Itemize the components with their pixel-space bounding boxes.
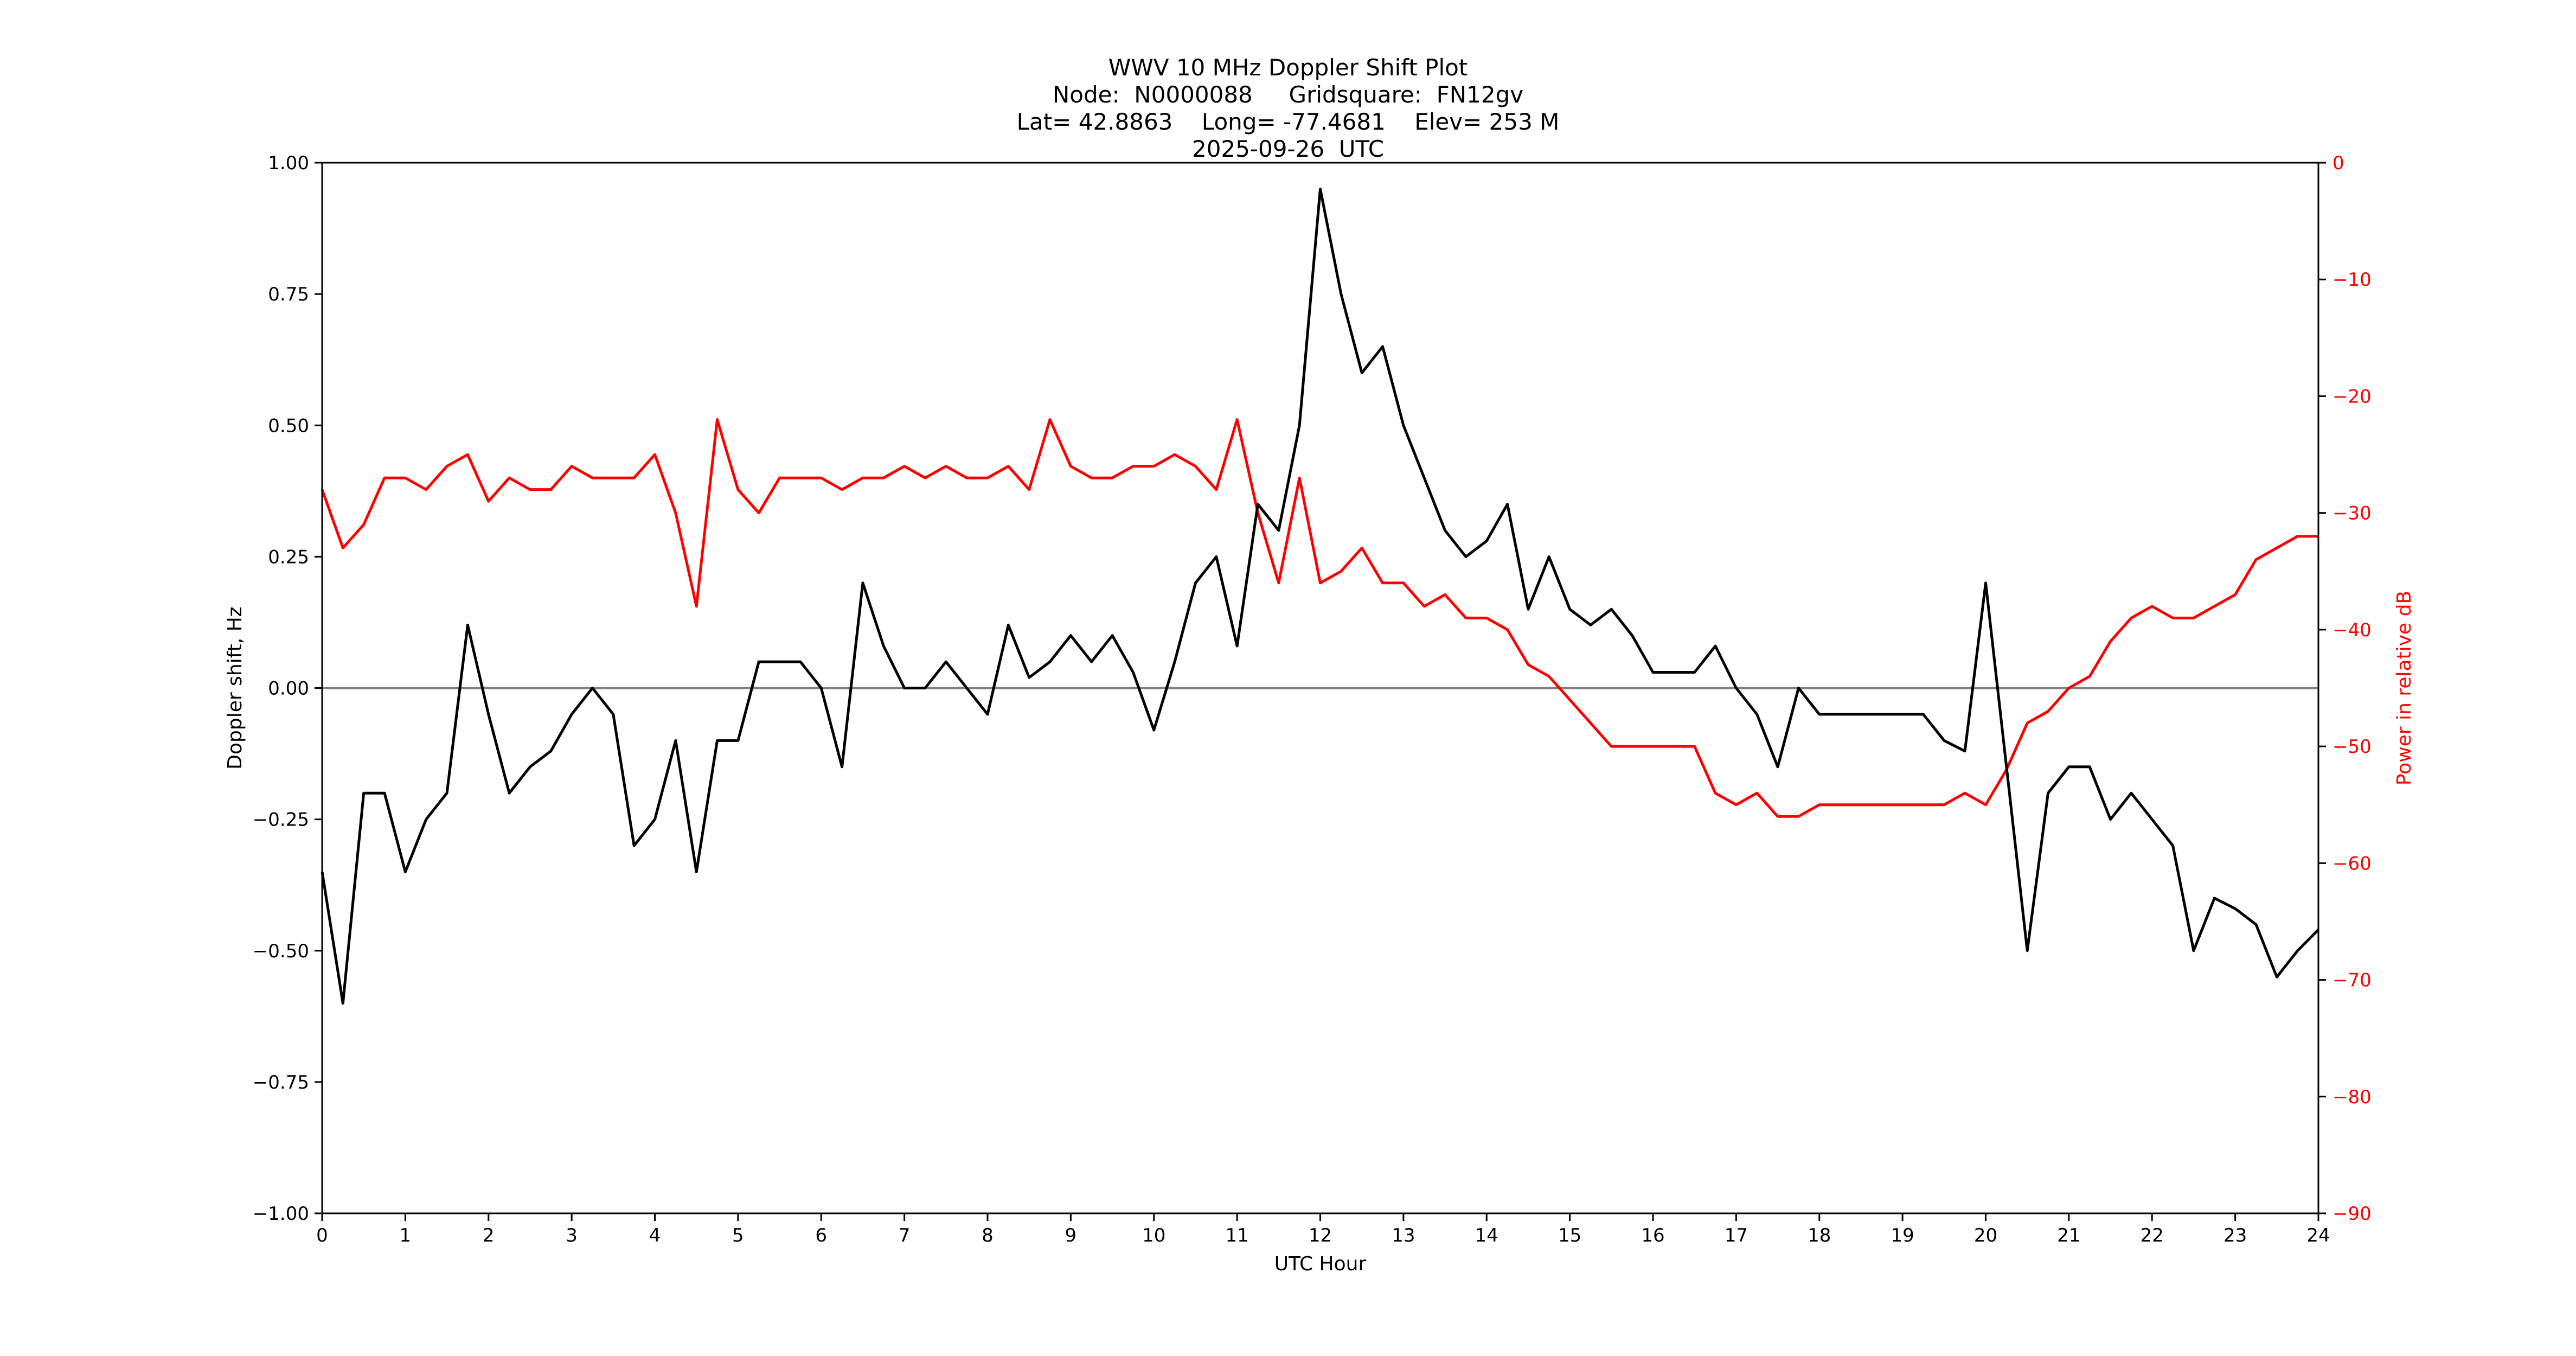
- x-tick-label: 23: [2223, 1225, 2247, 1246]
- x-tick-label: 19: [1891, 1225, 1914, 1246]
- y2-tick-label: 0: [2333, 152, 2344, 174]
- x-tick-label: 4: [649, 1225, 661, 1246]
- x-axis-label: UTC Hour: [1274, 1253, 1367, 1275]
- y2-tick-label: −10: [2333, 269, 2372, 291]
- y-tick-label: 0.25: [268, 546, 309, 568]
- plot-frame: [321, 162, 2319, 1214]
- x-tick-label: 13: [1392, 1225, 1415, 1246]
- y2-tick-label: −50: [2333, 736, 2372, 758]
- x-tick-label: 17: [1725, 1225, 1748, 1246]
- y-tick-label: −0.75: [253, 1072, 309, 1093]
- x-tick-label: 12: [1309, 1225, 1332, 1246]
- x-tick-label: 18: [1808, 1225, 1831, 1246]
- y-tick-label: −0.25: [253, 809, 309, 831]
- y-tick-label: 0.75: [268, 284, 309, 305]
- y2-tick-label: −90: [2333, 1203, 2372, 1225]
- x-tick-label: 15: [1558, 1225, 1581, 1246]
- y-axis-label: Doppler shift, Hz: [224, 606, 246, 769]
- x-tick-label: 10: [1142, 1225, 1165, 1246]
- y2-axis-label: Power in relative dB: [2393, 591, 2415, 785]
- y2-tick-label: −30: [2333, 503, 2372, 525]
- x-tick-label: 22: [2141, 1225, 2164, 1246]
- x-tick-label: 11: [1225, 1225, 1248, 1246]
- chart-title-block: WWV 10 MHz Doppler Shift Plot Node: N000…: [0, 54, 2576, 163]
- x-tick-label: 9: [1065, 1225, 1077, 1246]
- x-tick-label: 5: [732, 1225, 744, 1246]
- x-tick-label: 20: [1974, 1225, 1997, 1246]
- doppler-series-line: [321, 187, 2319, 1005]
- y2-tick-label: −80: [2333, 1086, 2372, 1108]
- x-tick-label: 2: [483, 1225, 495, 1246]
- x-tick-label: 3: [566, 1225, 578, 1246]
- x-tick-label: 21: [2057, 1225, 2080, 1246]
- y-tick-label: 1.00: [268, 152, 309, 174]
- y-tick-label: 0.50: [268, 415, 309, 437]
- y-tick-label: −1.00: [253, 1203, 309, 1225]
- x-tick-label: 6: [815, 1225, 827, 1246]
- x-tick-label: 14: [1475, 1225, 1498, 1246]
- x-tick-label: 24: [2306, 1225, 2330, 1246]
- axis-ticks: 0 1 2 3 4 5 6 7 8 9 10 11 12 13 14 15 16 17 18 19 20 21 22 23 24…: [253, 152, 2372, 1246]
- chart-subtitle-location: Lat= 42.8863 Long= -77.4681 Elev= 253 M: [1016, 108, 1560, 135]
- power-series-line: [321, 418, 2318, 818]
- chart-subtitle-date: 2025-09-26 UTC: [1191, 136, 1385, 162]
- chart-title: WWV 10 MHz Doppler Shift Plot: [1108, 54, 1468, 81]
- x-tick-label: 8: [982, 1225, 994, 1246]
- y-tick-label: −0.50: [253, 941, 309, 962]
- y-tick-label: 0.00: [268, 678, 309, 700]
- x-tick-label: 7: [899, 1225, 911, 1246]
- x-tick-label: 0: [316, 1225, 328, 1246]
- y2-tick-label: −60: [2333, 853, 2372, 874]
- x-tick-label: 16: [1641, 1225, 1664, 1246]
- y2-tick-label: −70: [2333, 970, 2372, 992]
- chart-subtitle-node: Node: N0000088 Gridsquare: FN12gv: [1052, 81, 1524, 108]
- y2-tick-label: −20: [2333, 386, 2372, 407]
- y2-tick-label: −40: [2333, 619, 2372, 641]
- x-tick-label: 1: [400, 1225, 412, 1246]
